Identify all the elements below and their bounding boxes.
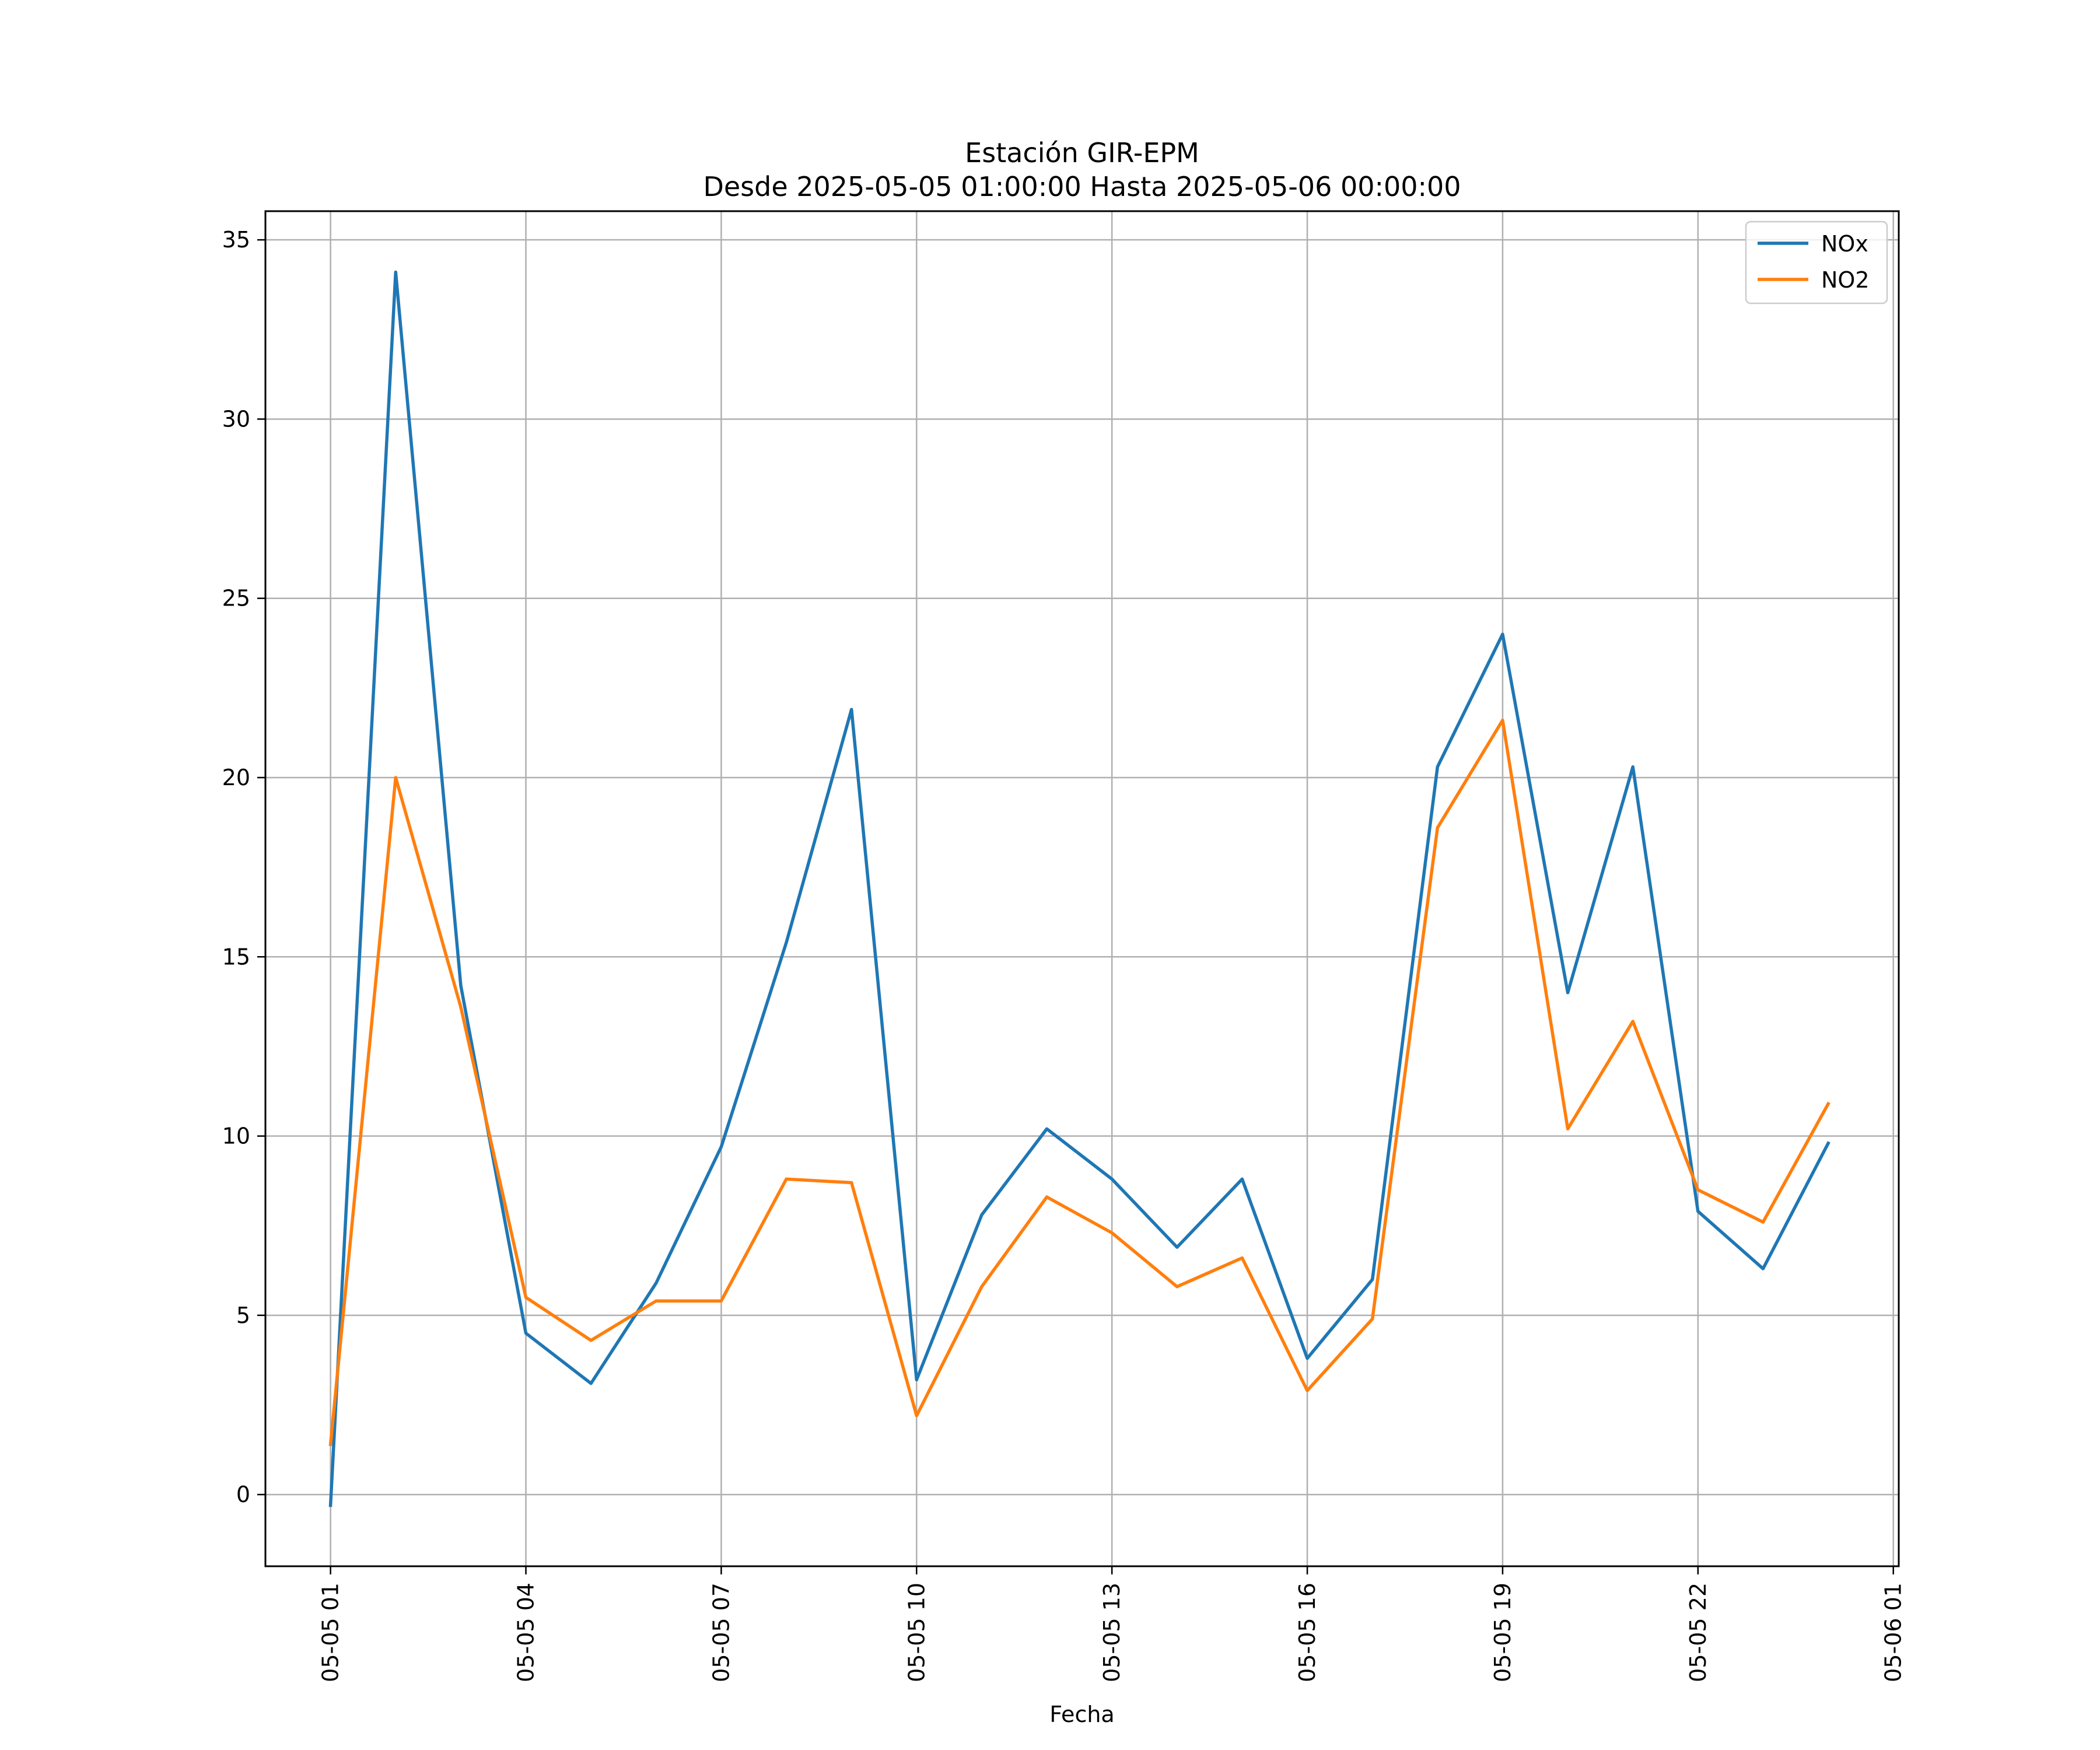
x-tick-label: 05-05 10	[904, 1583, 929, 1682]
series-line-no2	[328, 718, 1831, 1447]
legend: NOx NO2	[1745, 220, 1888, 304]
legend-label-nox: NOx	[1821, 231, 1868, 257]
x-tick-label: 05-05 01	[318, 1583, 344, 1682]
y-tick-label: 10	[222, 1124, 250, 1149]
x-ticks: 05-05 01 05-05 04 05-05 07 05-05 10 05-05 13…	[318, 1566, 1906, 1682]
plot-frame	[264, 210, 1900, 1567]
y-tick-label: 20	[222, 765, 250, 790]
y-tick-label: 5	[236, 1303, 250, 1328]
x-tick-label: 05-05 22	[1685, 1583, 1711, 1682]
x-tick-label: 05-05 16	[1294, 1583, 1320, 1682]
chart-subtitle: Desde 2025-05-05 01:00:00 Hasta 2025-05-…	[703, 171, 1461, 202]
legend-label-no2: NO2	[1821, 267, 1870, 293]
y-tick-label: 30	[222, 406, 250, 432]
grid	[265, 211, 1899, 1566]
y-tick-label: 25	[222, 586, 250, 611]
series-line-nox	[328, 270, 1831, 1507]
chart-title: Estación GIR-EPM	[965, 137, 1199, 169]
x-tick-label: 05-06 01	[1881, 1583, 1906, 1682]
x-tick-label: 05-05 19	[1490, 1583, 1516, 1682]
x-tick-label: 05-05 04	[513, 1583, 539, 1682]
x-tick-label: 05-05 13	[1099, 1583, 1125, 1682]
y-tick-label: 35	[222, 227, 250, 253]
x-axis-label: Fecha	[1049, 1702, 1114, 1727]
y-tick-label: 15	[222, 944, 250, 970]
y-tick-label: 0	[236, 1482, 250, 1507]
x-tick-label: 05-05 07	[708, 1583, 734, 1682]
series-lines	[328, 270, 1831, 1507]
y-ticks: 0 5 10 15 20 25 30 35	[222, 227, 265, 1507]
